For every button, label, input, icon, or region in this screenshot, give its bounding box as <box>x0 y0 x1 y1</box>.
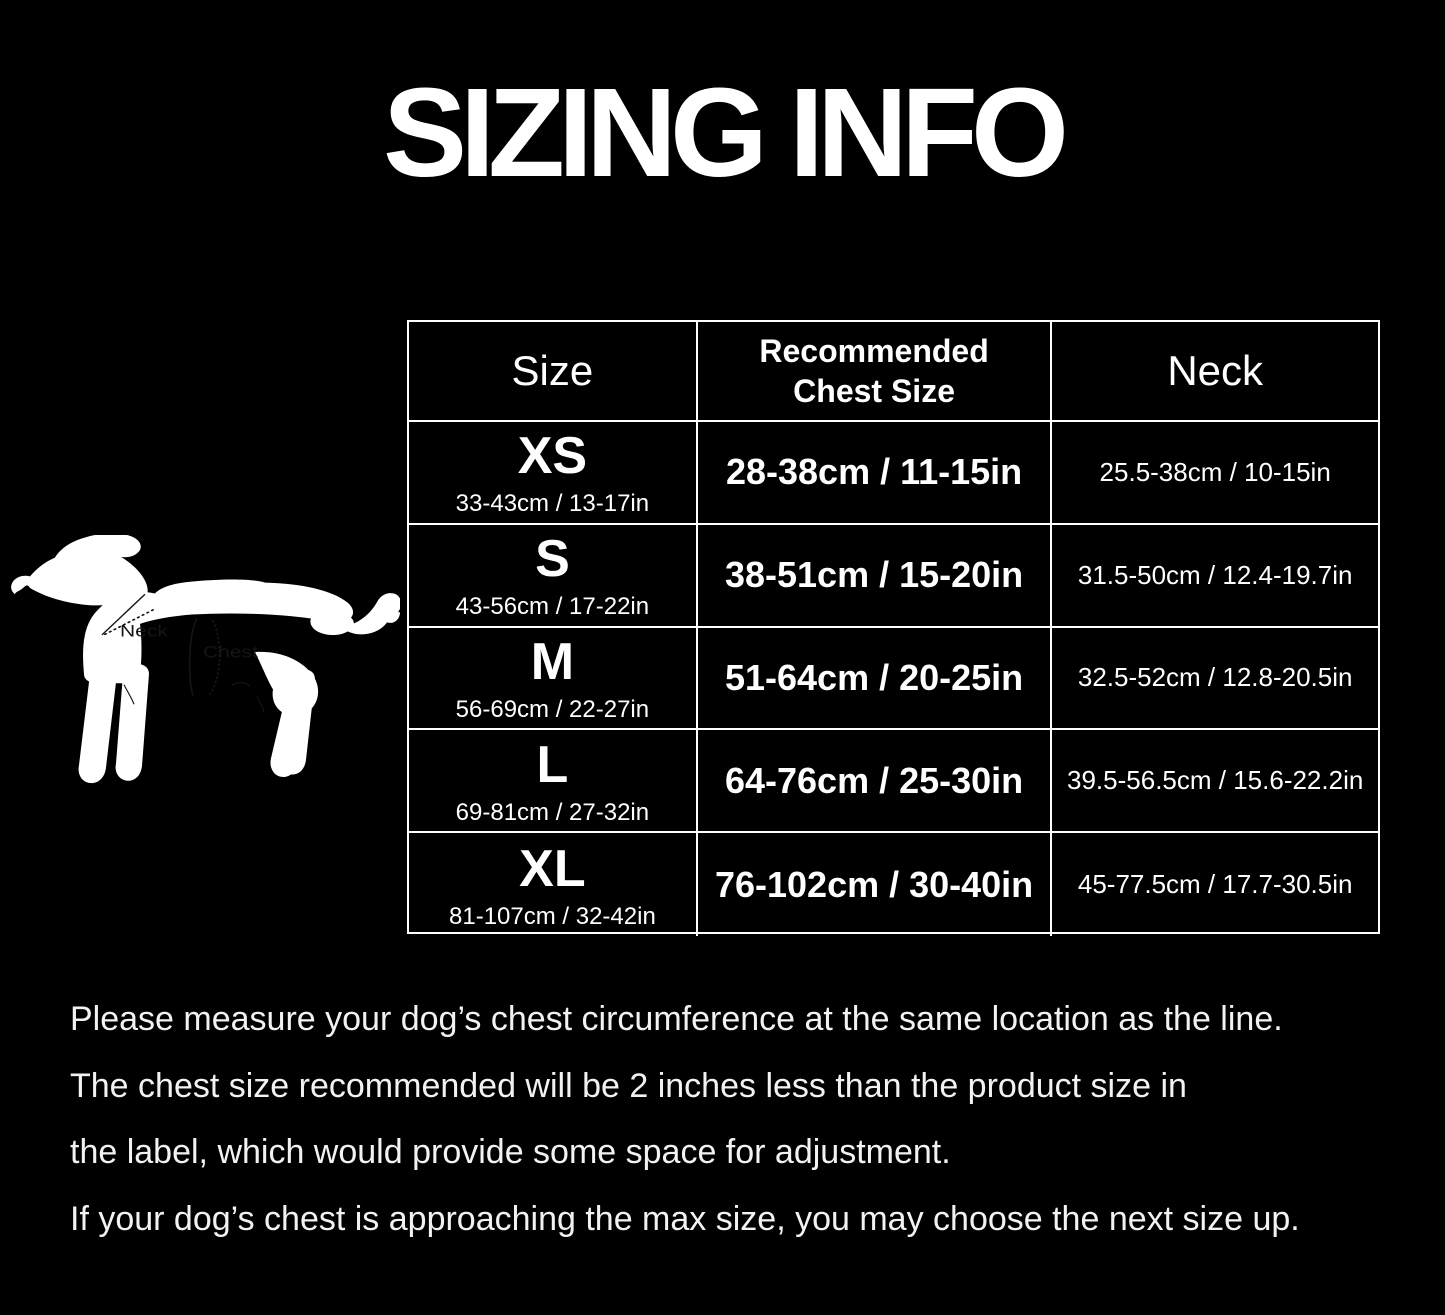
svg-text:Chest: Chest <box>203 643 259 661</box>
svg-text:Neck: Neck <box>120 622 168 640</box>
